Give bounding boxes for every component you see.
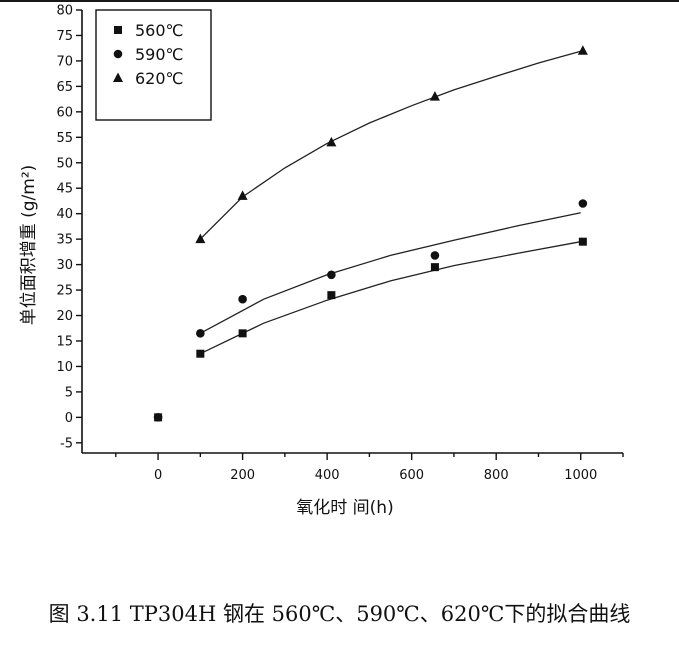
y-tick-label: 65 — [56, 80, 73, 95]
y-tick-label: 25 — [56, 284, 73, 299]
data-point — [153, 413, 163, 422]
y-tick-label: 75 — [56, 29, 73, 44]
x-tick-label: 1000 — [564, 468, 597, 483]
chart-canvas: -5 0 5 10 15 20 25 30 35 40 45 50 55 60 65 70 75 80 0 200 4… — [19, 4, 624, 518]
y-tick-label: 0 — [65, 411, 73, 426]
y-tick-label: 45 — [56, 182, 73, 197]
x-tick-label: 600 — [399, 468, 424, 483]
data-point — [195, 233, 206, 244]
fit-curves — [199, 50, 581, 355]
x-tick-label: 800 — [484, 468, 509, 483]
legend-label: 590℃ — [135, 45, 184, 64]
y-tick-label: 10 — [56, 360, 73, 375]
data-point — [237, 190, 248, 200]
legend-marker — [113, 49, 123, 59]
data-points — [153, 45, 588, 422]
x-tick-label: 200 — [230, 468, 255, 483]
data-point — [430, 263, 439, 272]
x-axis-title: 氧化时 间(h) — [296, 498, 393, 518]
y-tick-label: 80 — [56, 4, 73, 19]
y-tick-label: 50 — [56, 156, 73, 171]
legend-marker — [114, 26, 122, 34]
data-point — [327, 291, 336, 300]
data-point — [429, 91, 440, 101]
y-axis-title: 单位面积增重 (g/m²) — [19, 165, 39, 326]
legend-label: 620℃ — [135, 69, 184, 88]
y-tick-label: 35 — [56, 233, 73, 248]
x-tick-label: 0 — [154, 468, 162, 483]
data-point — [430, 251, 440, 260]
x-tick-label: 400 — [315, 468, 340, 483]
y-tick-label: 40 — [56, 207, 73, 222]
y-tick-label: 5 — [65, 385, 73, 400]
y-tick-label: 70 — [56, 54, 73, 69]
y-tick-label: -5 — [60, 436, 73, 451]
data-point — [238, 294, 247, 304]
y-tick-label: 60 — [56, 105, 73, 120]
top-border-line — [0, 0, 679, 2]
data-point — [577, 45, 588, 55]
data-point — [326, 136, 337, 147]
fit-curve — [200, 241, 581, 355]
y-tick-label: 55 — [56, 131, 73, 146]
data-point — [238, 329, 247, 338]
legend-label: 560℃ — [135, 21, 184, 40]
data-point — [578, 237, 587, 246]
y-tick-label: 20 — [56, 309, 73, 324]
x-axis: 0 200 400 600 800 1000 — [115, 453, 624, 483]
data-point — [578, 199, 588, 208]
data-point — [196, 329, 205, 338]
y-axis: -5 0 5 10 15 20 25 30 35 40 45 50 55 60 65 70 75 80 — [56, 4, 82, 451]
data-point — [327, 270, 336, 280]
plot-frame — [81, 10, 623, 454]
figure-caption: 图 3.11 TP304H 钢在 560℃、590℃、620℃下的拟合曲线 — [48, 602, 631, 626]
y-tick-label: 15 — [56, 334, 73, 349]
fit-curve — [199, 50, 581, 240]
legend: 560℃ 590℃ 620℃ — [95, 9, 212, 121]
y-tick-label: 30 — [56, 258, 73, 273]
data-point — [196, 349, 205, 358]
legend-marker — [113, 72, 123, 82]
fit-curve — [199, 212, 581, 334]
